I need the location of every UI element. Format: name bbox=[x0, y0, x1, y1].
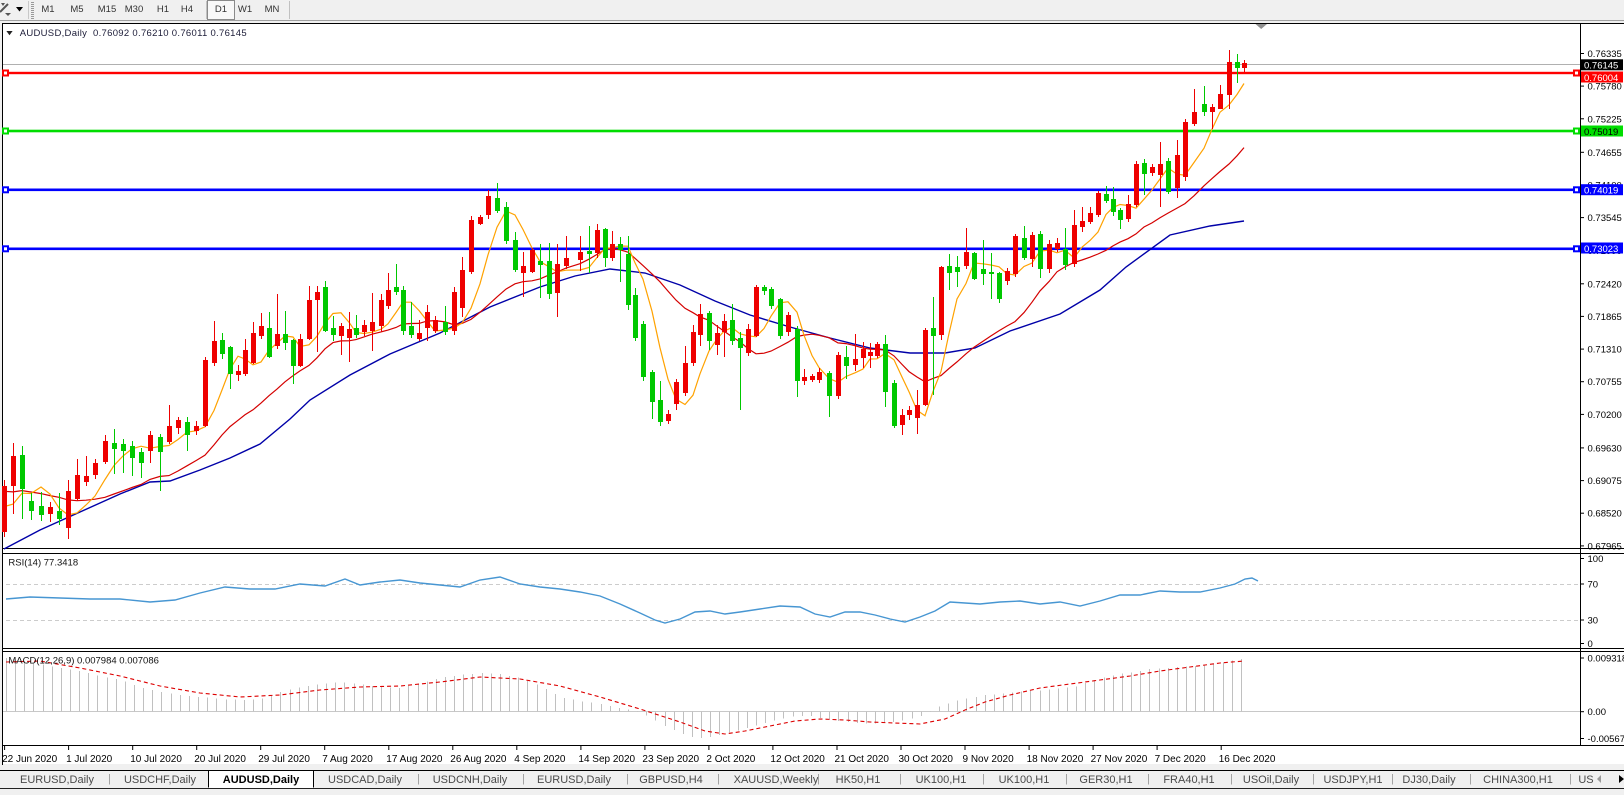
svg-text:0.76145: 0.76145 bbox=[1584, 61, 1618, 72]
svg-text:30 Oct 2020: 30 Oct 2020 bbox=[899, 754, 954, 765]
svg-text:7 Aug 2020: 7 Aug 2020 bbox=[322, 754, 373, 765]
svg-text:RSI(14) 77.3418: RSI(14) 77.3418 bbox=[8, 557, 78, 568]
svg-text:0.00: 0.00 bbox=[1588, 707, 1607, 718]
svg-text:17 Aug 2020: 17 Aug 2020 bbox=[386, 754, 443, 765]
svg-text:0.74019: 0.74019 bbox=[1584, 186, 1618, 197]
svg-text:0.69630: 0.69630 bbox=[1588, 443, 1622, 454]
svg-text:4 Sep 2020: 4 Sep 2020 bbox=[514, 754, 566, 765]
svg-text:12 Oct 2020: 12 Oct 2020 bbox=[770, 754, 825, 765]
svg-text:2 Oct 2020: 2 Oct 2020 bbox=[706, 754, 755, 765]
svg-text:0.72420: 0.72420 bbox=[1588, 279, 1622, 290]
svg-text:23 Sep 2020: 23 Sep 2020 bbox=[642, 754, 699, 765]
svg-text:0.76335: 0.76335 bbox=[1588, 49, 1622, 60]
svg-text:0.68520: 0.68520 bbox=[1588, 509, 1622, 520]
svg-text:18 Nov 2020: 18 Nov 2020 bbox=[1027, 754, 1084, 765]
svg-text:14 Sep 2020: 14 Sep 2020 bbox=[578, 754, 635, 765]
svg-text:0.73545: 0.73545 bbox=[1588, 213, 1622, 224]
svg-text:0.69075: 0.69075 bbox=[1588, 476, 1622, 487]
svg-text:AUDUSD,Daily 0.76092 0.76210: AUDUSD,Daily 0.76092 0.76210 0.76011 0.7… bbox=[20, 28, 247, 39]
svg-text:0.73023: 0.73023 bbox=[1584, 244, 1618, 255]
svg-text:0.75019: 0.75019 bbox=[1584, 127, 1618, 138]
svg-text:0.67965: 0.67965 bbox=[1588, 541, 1622, 552]
svg-text:20 Jul 2020: 20 Jul 2020 bbox=[194, 754, 246, 765]
svg-text:26 Aug 2020: 26 Aug 2020 bbox=[450, 754, 507, 765]
svg-text:7 Dec 2020: 7 Dec 2020 bbox=[1155, 754, 1207, 765]
svg-text:10 Jul 2020: 10 Jul 2020 bbox=[130, 754, 182, 765]
svg-text:-0.005674: -0.005674 bbox=[1588, 734, 1624, 745]
svg-text:30: 30 bbox=[1588, 616, 1599, 627]
svg-text:0.75780: 0.75780 bbox=[1588, 82, 1622, 93]
svg-text:16 Dec 2020: 16 Dec 2020 bbox=[1219, 754, 1276, 765]
svg-text:9 Nov 2020: 9 Nov 2020 bbox=[963, 754, 1015, 765]
svg-text:0.74655: 0.74655 bbox=[1588, 148, 1622, 159]
svg-text:0.71865: 0.71865 bbox=[1588, 312, 1622, 323]
svg-text:27 Nov 2020: 27 Nov 2020 bbox=[1091, 754, 1148, 765]
svg-text:0.70755: 0.70755 bbox=[1588, 377, 1622, 388]
svg-text:0.009318: 0.009318 bbox=[1588, 654, 1624, 665]
svg-text:0.75225: 0.75225 bbox=[1588, 114, 1622, 125]
svg-text:0.76004: 0.76004 bbox=[1584, 73, 1618, 84]
svg-text:MACD(12,26,9) 0.007984 0.00708: MACD(12,26,9) 0.007984 0.007086 bbox=[8, 655, 159, 666]
svg-text:100: 100 bbox=[1588, 554, 1604, 565]
svg-text:29 Jul 2020: 29 Jul 2020 bbox=[258, 754, 310, 765]
svg-text:0: 0 bbox=[1588, 639, 1593, 650]
svg-text:21 Oct 2020: 21 Oct 2020 bbox=[835, 754, 890, 765]
svg-text:0.71310: 0.71310 bbox=[1588, 345, 1622, 356]
svg-text:1 Jul 2020: 1 Jul 2020 bbox=[66, 754, 113, 765]
svg-text:0.70200: 0.70200 bbox=[1588, 410, 1622, 421]
svg-text:70: 70 bbox=[1588, 580, 1599, 591]
svg-text:22 Jun 2020: 22 Jun 2020 bbox=[2, 754, 57, 765]
